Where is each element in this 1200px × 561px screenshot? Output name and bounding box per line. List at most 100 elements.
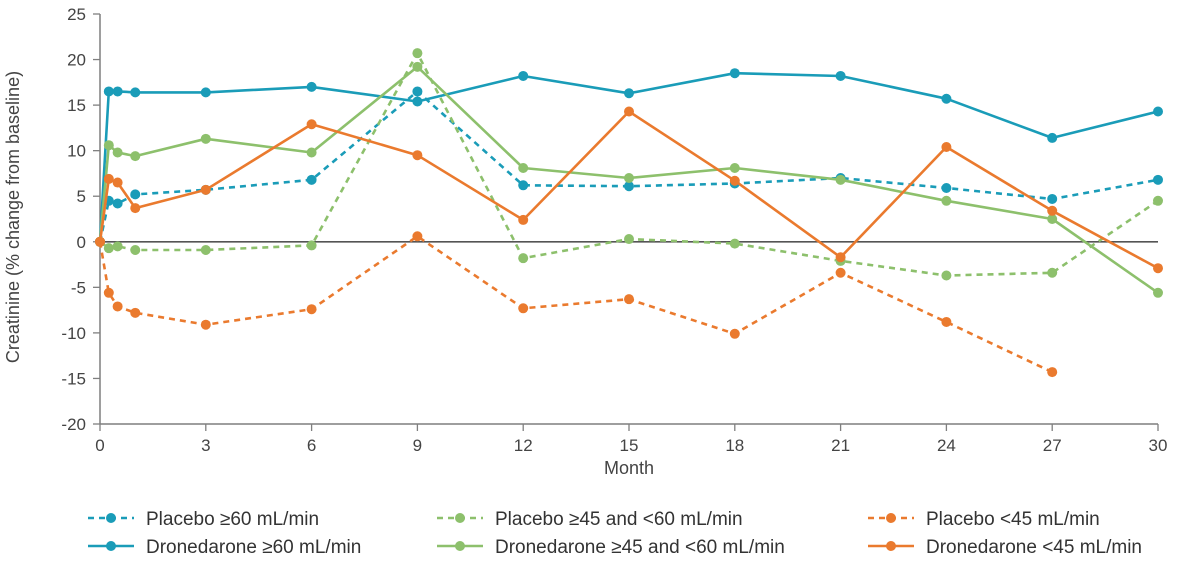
data-point: [835, 252, 846, 263]
legend-swatch-marker: [886, 513, 896, 523]
legend-label: Dronedarone ≥60 mL/min: [146, 537, 361, 558]
data-point: [729, 238, 740, 249]
data-point: [200, 244, 211, 255]
data-point: [200, 319, 211, 330]
legend-label: Placebo <45 mL/min: [926, 509, 1100, 530]
x-axis-ticks: 0 3 6 9 12 15 18 21 24 27 30: [95, 424, 1167, 455]
data-point: [200, 133, 211, 144]
data-point: [306, 119, 317, 130]
data-point: [624, 234, 634, 245]
data-point: [306, 304, 317, 315]
data-point: [941, 195, 952, 206]
data-point: [112, 198, 123, 209]
data-point: [306, 174, 317, 185]
series-line: [98, 110, 1159, 270]
legend-swatch-marker: [455, 541, 465, 551]
data-point: [1047, 132, 1058, 143]
y-tick-label: -10: [61, 324, 86, 343]
data-point: [1047, 367, 1058, 378]
data-point: [103, 173, 114, 184]
legend-item: Placebo ≥45 and <60 mL/min: [437, 509, 743, 530]
x-tick-label: 27: [1043, 436, 1062, 455]
x-tick-label: 21: [831, 436, 850, 455]
x-tick-label: 9: [413, 436, 422, 455]
data-point: [200, 184, 211, 195]
data-point: [624, 294, 634, 305]
x-tick-label: 3: [201, 436, 210, 455]
series-layer: [95, 48, 1163, 378]
data-point: [1153, 195, 1163, 206]
series-2: [95, 48, 1163, 281]
data-point: [624, 106, 634, 117]
x-tick-label: 30: [1149, 436, 1168, 455]
series-line: [98, 235, 1053, 374]
legend-label: Dronedarone ≥45 and <60 mL/min: [495, 537, 785, 558]
data-point: [306, 81, 317, 92]
legend-item: Dronedarone ≥60 mL/min: [88, 537, 361, 558]
y-tick-label: 15: [67, 96, 86, 115]
series-1: [95, 68, 1163, 247]
y-axis-ticks: -20 -15 -10 -5 0 5 10 15 20 25: [61, 5, 100, 434]
data-point: [112, 177, 123, 188]
data-point: [1153, 263, 1163, 274]
y-tick-label: 25: [67, 5, 86, 24]
legend-swatch-marker: [106, 513, 116, 523]
series-3: [95, 61, 1163, 298]
legend-swatch-marker: [455, 513, 465, 523]
y-tick-label: 10: [67, 142, 86, 161]
legend-label: Placebo ≥45 and <60 mL/min: [495, 509, 743, 530]
data-point: [412, 61, 423, 72]
data-point: [941, 142, 952, 153]
data-point: [103, 243, 114, 254]
y-tick-label: 5: [77, 187, 86, 206]
data-point: [112, 86, 123, 97]
legend-item: Placebo <45 mL/min: [868, 509, 1100, 530]
data-point: [103, 140, 114, 151]
data-point: [130, 307, 141, 318]
series-5: [95, 106, 1163, 274]
data-point: [130, 203, 141, 214]
x-tick-label: 0: [95, 436, 104, 455]
data-point: [518, 162, 529, 173]
data-point: [835, 70, 846, 81]
data-point: [1047, 193, 1058, 204]
data-point: [941, 93, 952, 104]
data-point: [306, 240, 317, 251]
y-axis-title: Creatinine (% change from baseline): [3, 71, 23, 363]
series-line: [98, 90, 1159, 243]
data-point: [112, 301, 123, 312]
data-point: [729, 68, 740, 79]
x-tick-label: 6: [307, 436, 316, 455]
y-tick-label: 0: [77, 233, 86, 252]
legend-label: Placebo ≥60 mL/min: [146, 509, 319, 530]
y-tick-label: -5: [71, 278, 86, 297]
data-point: [112, 241, 123, 252]
data-point: [624, 181, 634, 192]
y-tick-label: -15: [61, 369, 86, 388]
data-point: [306, 147, 317, 158]
data-point: [1153, 174, 1163, 185]
data-point: [112, 147, 123, 158]
data-point: [518, 70, 529, 81]
data-point: [518, 214, 529, 225]
x-tick-label: 24: [937, 436, 956, 455]
legend-item: Placebo ≥60 mL/min: [88, 509, 319, 530]
data-point: [1047, 267, 1058, 278]
data-point: [130, 189, 141, 200]
legend-label: Dronedarone <45 mL/min: [926, 537, 1142, 558]
data-point: [130, 151, 141, 162]
data-point: [130, 87, 141, 98]
data-point: [729, 162, 740, 173]
data-point: [941, 270, 952, 281]
x-tick-label: 18: [725, 436, 744, 455]
legend-swatch-marker: [106, 541, 116, 551]
data-point: [412, 231, 423, 242]
data-point: [1153, 106, 1163, 117]
x-tick-label: 15: [620, 436, 639, 455]
x-axis-title: Month: [604, 458, 654, 478]
x-tick-label: 12: [514, 436, 533, 455]
data-point: [518, 303, 529, 314]
data-point: [835, 174, 846, 185]
data-point: [1047, 205, 1058, 216]
